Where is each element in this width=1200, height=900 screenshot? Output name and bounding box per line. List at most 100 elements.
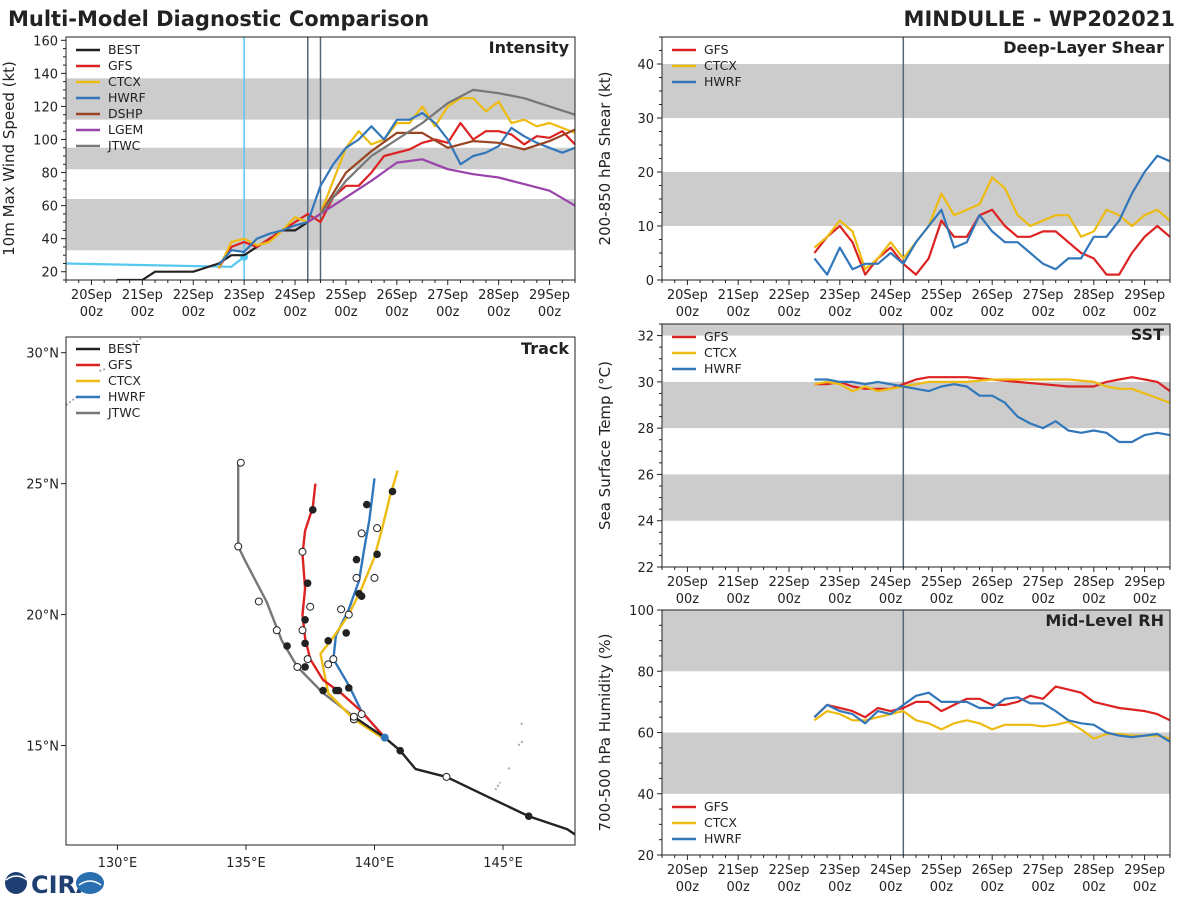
track-marker-open	[254, 597, 263, 606]
track-panel: 130°E 135°E 140°E 145°E 15°N 20°N 25°N 30°N Trac…	[26, 336, 576, 871]
intensity-x-tick-label: 27Sep	[427, 288, 468, 303]
track-marker-filled	[303, 579, 312, 587]
intensity-x-tick-sublabel: 00z	[232, 305, 256, 320]
sst-x-tick-sublabel: 00z	[930, 592, 954, 607]
track-marker-open	[344, 610, 353, 619]
rh-panel: 20 40 60 80 100 20Sep 00z 21Sep 00z 22Sep 00z 23Sep…	[596, 604, 1171, 895]
sst-legend-label: HWRF	[704, 361, 742, 376]
sst-y-tick-label: 24	[637, 515, 654, 530]
rh-x-tick-sublabel: 00z	[1082, 880, 1106, 895]
shear-x-tick-sublabel: 00z	[1031, 305, 1055, 320]
sst-line-ctcx	[814, 378, 1170, 404]
sst-legend-label: CTCX	[704, 345, 737, 360]
intensity-x-tick-label: 21Sep	[122, 288, 163, 303]
rh-x-tick-label: 29Sep	[1124, 863, 1165, 878]
intensity-x-tick-sublabel: 00z	[334, 305, 358, 320]
track-coastline	[507, 765, 512, 770]
shear-legend-label: CTCX	[704, 58, 737, 73]
track-marker-open	[357, 710, 366, 719]
shear-x-tick-label: 27Sep	[1022, 288, 1063, 303]
shear-x-tick-sublabel: 00z	[879, 305, 903, 320]
track-marker-open	[370, 573, 379, 582]
track-y-tick-label: 15°N	[26, 739, 59, 754]
track-y-tick-label: 20°N	[26, 609, 59, 624]
rh-x-tick-sublabel: 00z	[1031, 880, 1055, 895]
shear-x-tick-sublabel: 00z	[676, 305, 700, 320]
track-marker-open	[442, 772, 451, 781]
sst-x-tick-sublabel: 00z	[1133, 592, 1157, 607]
shear-y-tick-label: 20	[637, 166, 654, 181]
track-y-tick-label: 30°N	[26, 347, 59, 362]
rh-x-tick-label: 28Sep	[1073, 863, 1114, 878]
cira-logo: CIRA	[5, 871, 104, 899]
intensity-x-tick-sublabel: 00z	[182, 305, 206, 320]
sst-y-tick-label: 28	[637, 422, 654, 437]
intensity-x-tick-label: 29Sep	[529, 288, 570, 303]
intensity-line-hwrf	[217, 111, 575, 266]
rh-line-hwrf	[813, 691, 1170, 743]
track-marker-filled	[396, 746, 404, 755]
track-legend-label: CTCX	[108, 373, 141, 388]
track-marker-filled	[301, 663, 309, 671]
track-marker-open	[303, 655, 312, 664]
track-marker-filled	[344, 684, 353, 692]
sst-x-tick-label: 20Sep	[667, 575, 708, 590]
track-line-ctcx	[319, 470, 399, 739]
shear-x-tick-sublabel: 00z	[828, 305, 852, 320]
track-legend-label: BEST	[108, 341, 140, 356]
shear-x-tick-label: 21Sep	[718, 288, 759, 303]
sst-x-tick-label: 22Sep	[768, 575, 809, 590]
intensity-line-obs	[66, 256, 245, 268]
track-legend-label: HWRF	[108, 389, 146, 404]
rh-legend-label: CTCX	[704, 815, 737, 830]
track-y-tick-label: 25°N	[26, 478, 59, 493]
shear-x-tick-sublabel: 00z	[727, 305, 751, 320]
track-marker-filled	[362, 500, 371, 509]
rh-x-tick-sublabel: 00z	[930, 880, 954, 895]
track-marker-open	[306, 602, 315, 611]
track-line-jtwc	[236, 462, 355, 718]
track-legend-label: JTWC	[107, 405, 141, 420]
track-marker-open	[349, 712, 358, 721]
shear-panel: 0 10 20 30 40 20Sep 00z 21Sep 00z 22Sep 00z 23Sep 00…	[596, 36, 1171, 320]
sst-x-tick-sublabel: 00z	[1031, 592, 1055, 607]
sst-x-tick-label: 26Sep	[972, 575, 1013, 590]
intensity-y-tick-label: 120	[33, 100, 58, 115]
sst-y-axis-label: Sea Surface Temp (°C)	[596, 361, 614, 530]
rh-band	[662, 732, 1170, 794]
shear-y-tick-label: 30	[637, 112, 654, 127]
track-map-area	[66, 337, 575, 836]
intensity-line-best	[116, 221, 309, 280]
intensity-y-axis-label: 10m Max Wind Speed (kt)	[0, 61, 18, 256]
intensity-title: Intensity	[489, 38, 570, 57]
shear-line-ctcx	[813, 176, 1170, 271]
intensity-x-tick-sublabel: 00z	[131, 305, 155, 320]
shear-x-tick-label: 29Sep	[1124, 288, 1165, 303]
intensity-x-tick-label: 28Sep	[478, 288, 519, 303]
rh-x-tick-label: 21Sep	[718, 863, 759, 878]
track-coastline	[520, 721, 525, 726]
shear-y-axis-label: 200-850 hPa Shear (kt)	[596, 72, 614, 246]
rh-line-gfs	[813, 685, 1170, 722]
track-marker-filled	[324, 636, 333, 645]
track-marker-filled	[301, 616, 309, 624]
intensity-y-tick-label: 60	[41, 200, 58, 215]
track-current-position	[380, 733, 389, 742]
sst-x-tick-label: 29Sep	[1124, 575, 1165, 590]
shear-x-tick-sublabel: 00z	[981, 305, 1005, 320]
track-marker-open	[298, 626, 307, 635]
shear-y-tick-label: 0	[646, 274, 654, 289]
track-marker-open	[293, 662, 302, 671]
intensity-line-ctcx	[217, 97, 575, 269]
sst-y-tick-label: 30	[637, 376, 654, 391]
track-marker-open	[272, 626, 281, 635]
track-coastline	[99, 367, 108, 372]
rh-y-tick-label: 80	[637, 665, 654, 680]
intensity-x-tick-sublabel: 00z	[436, 305, 460, 320]
track-coastline	[122, 337, 144, 351]
sst-x-tick-sublabel: 00z	[828, 592, 852, 607]
shear-legend-label: GFS	[704, 42, 729, 57]
sst-panel: 22 24 26 28 30 32 20Sep 00z 21Sep 00z 22Sep 00z 23Se…	[596, 323, 1171, 607]
intensity-y-tick-label: 100	[33, 133, 58, 148]
shear-title: Deep-Layer Shear	[1003, 38, 1164, 57]
